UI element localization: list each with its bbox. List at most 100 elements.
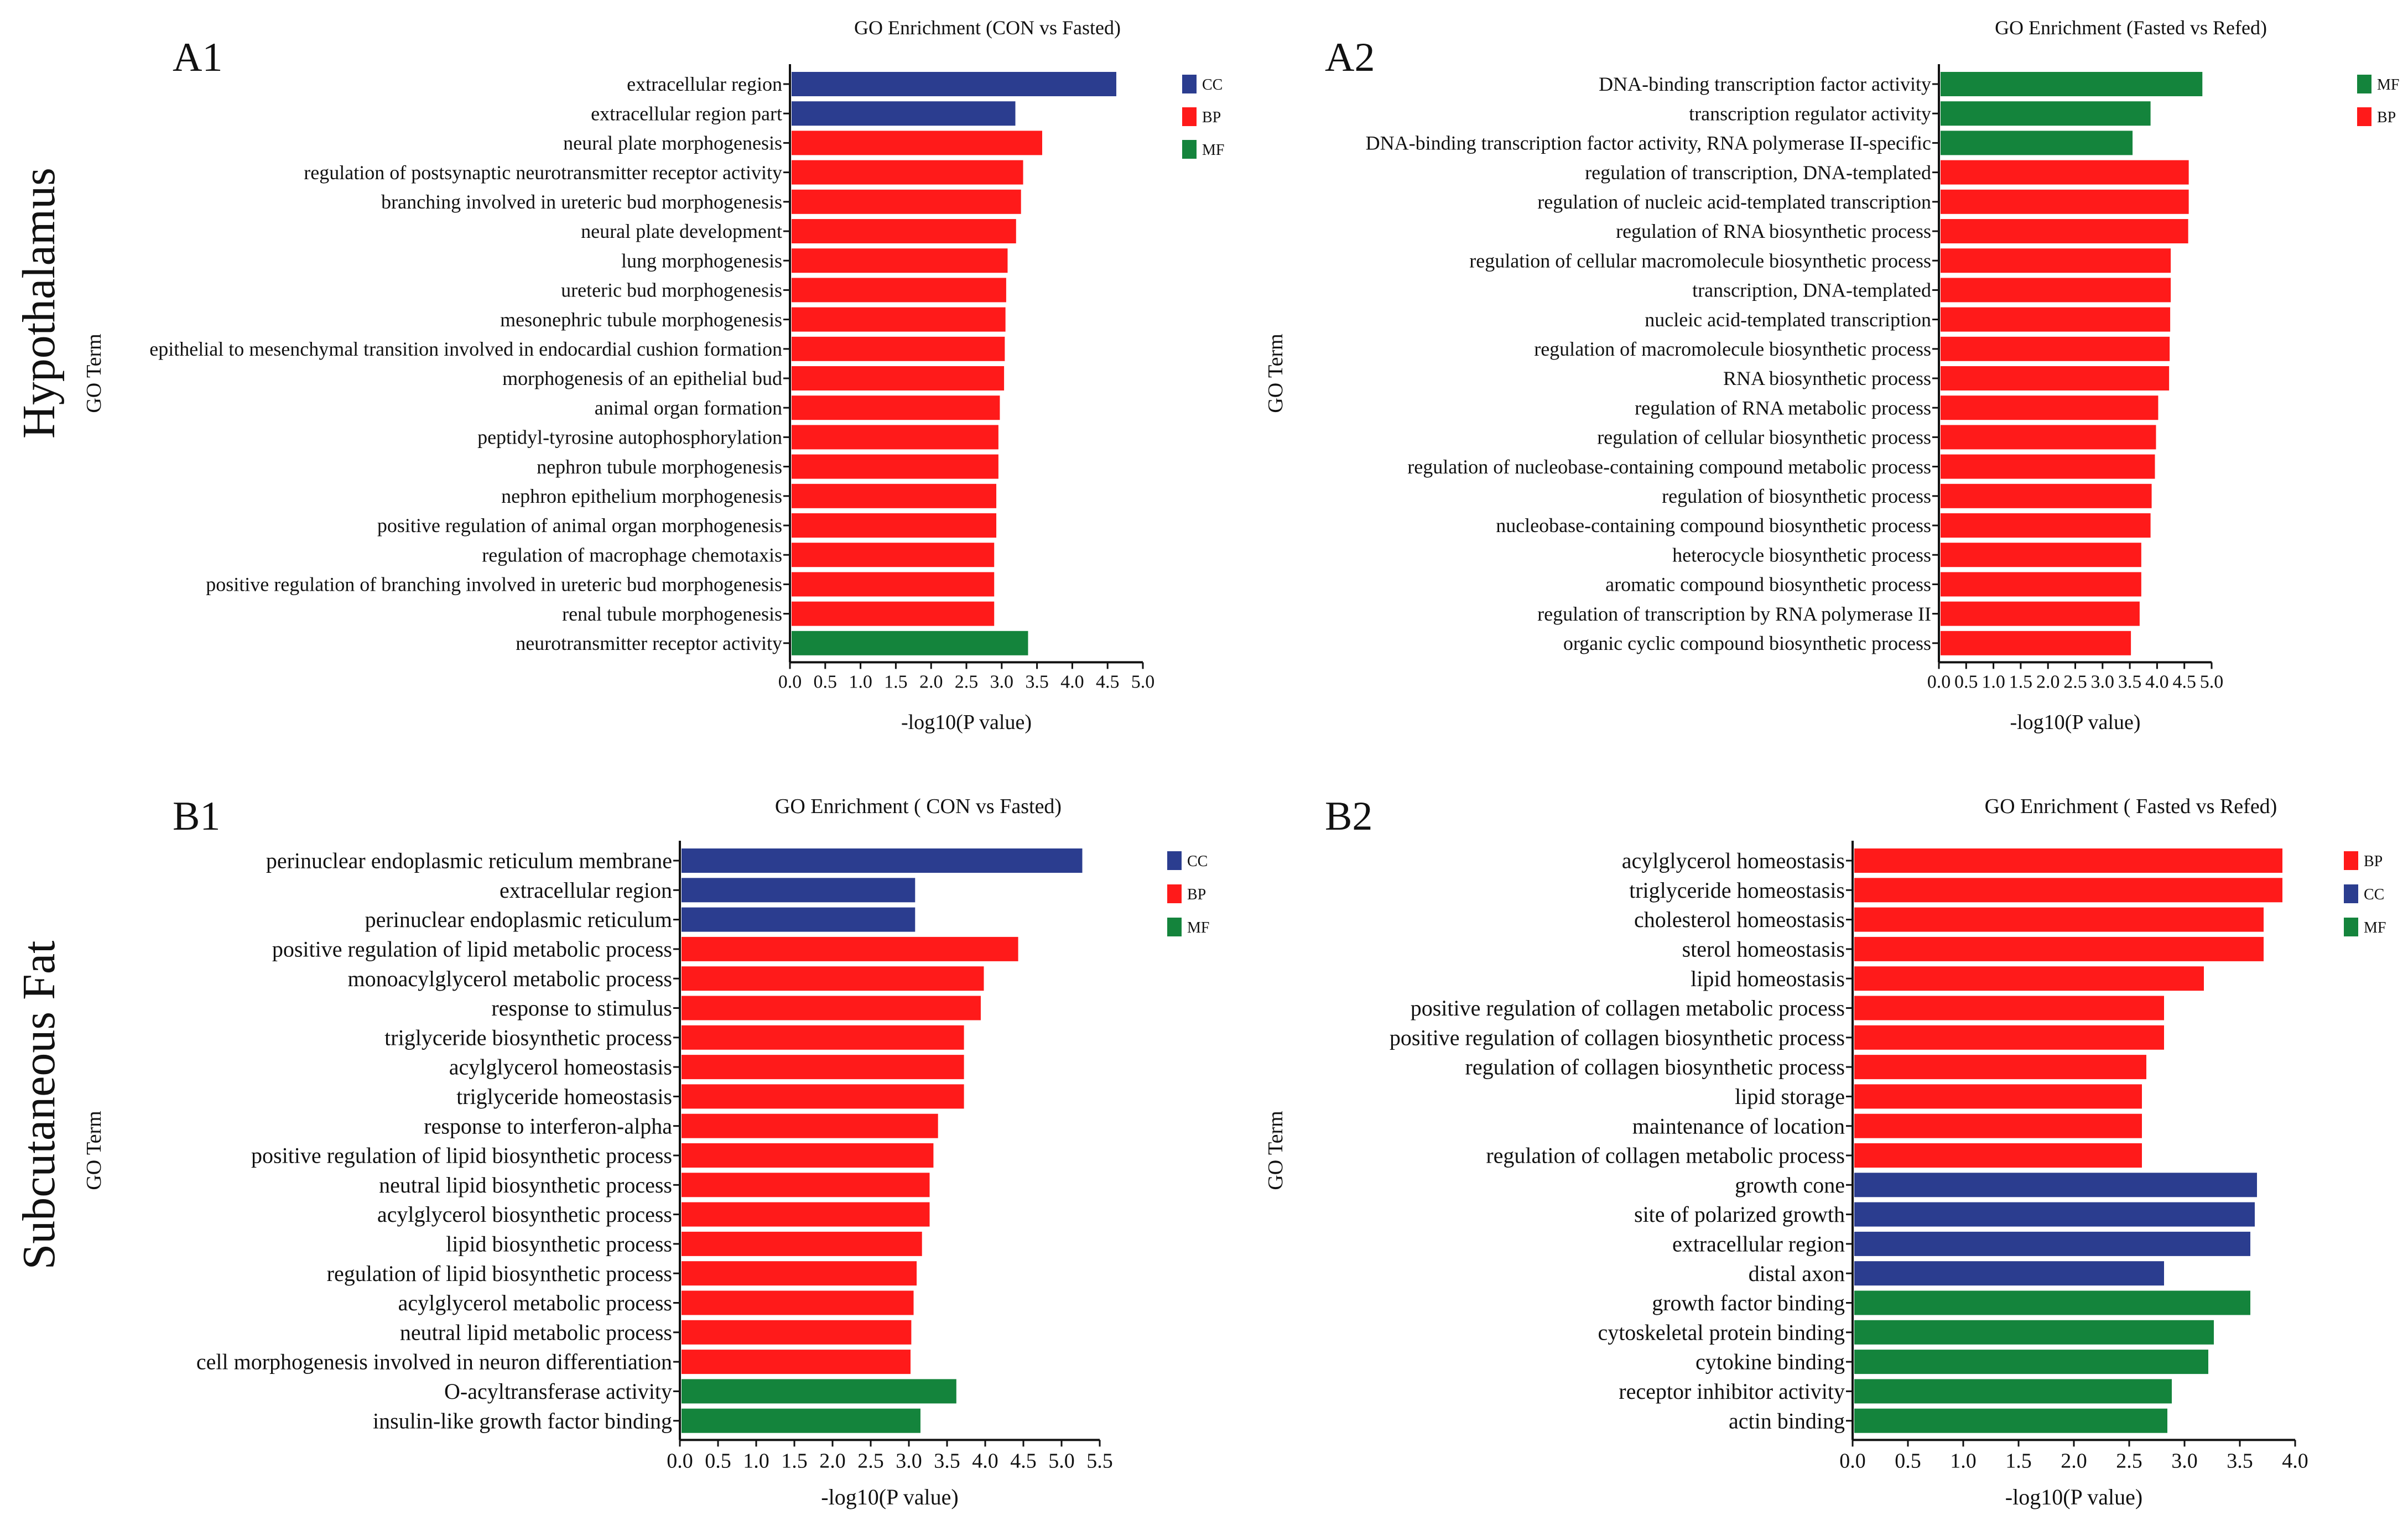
legend-label-mf: MF <box>1202 142 1224 159</box>
bar <box>1941 307 2171 332</box>
category-label: positive regulation of lipid biosyntheti… <box>251 1143 672 1168</box>
legend-swatch-mf <box>1182 140 1197 159</box>
category-label: growth factor binding <box>1652 1290 1845 1315</box>
category-label: lung morphogenesis <box>621 249 782 272</box>
x-tick-label: 1.5 <box>2005 1449 2032 1472</box>
bar <box>1854 1231 2250 1256</box>
legend-label-cc: CC <box>1202 76 1223 93</box>
bar <box>1941 160 2189 185</box>
bar <box>1941 366 2170 390</box>
bar <box>682 966 984 991</box>
legend-swatch-cc <box>2344 884 2358 903</box>
x-tick-label: 1.0 <box>1981 671 2005 692</box>
category-label: perinuclear endoplasmic reticulum membra… <box>266 848 672 873</box>
category-label: peptidyl-tyrosine autophosphorylation <box>477 426 782 449</box>
chart-title: GO Enrichment ( CON vs Fasted) <box>775 795 1062 818</box>
x-tick-label: 0.0 <box>667 1449 693 1472</box>
category-label: acylglycerol homeostasis <box>1622 848 1845 873</box>
bar <box>792 219 1016 243</box>
x-axis-label: -log10(P value) <box>2005 1485 2142 1509</box>
x-tick-label: 4.5 <box>2172 671 2196 692</box>
bar <box>1941 72 2203 96</box>
bar <box>792 631 1028 655</box>
bar <box>792 307 1006 332</box>
category-label: acylglycerol metabolic process <box>398 1290 672 1315</box>
x-tick-label: 2.0 <box>819 1449 846 1472</box>
x-tick-label: 5.5 <box>1086 1449 1113 1472</box>
category-label: positive regulation of lipid metabolic p… <box>272 937 672 962</box>
category-label: extracellular region <box>500 878 672 903</box>
chart-panel-a2: A2 GO Enrichment (Fasted vs Refed) GO Term… <box>1264 17 2399 734</box>
bar <box>682 1202 930 1227</box>
legend-swatch-mf <box>1167 918 1182 936</box>
bar <box>792 483 997 508</box>
legend-label-bp: BP <box>1202 109 1221 126</box>
chart-title: GO Enrichment (Fasted vs Refed) <box>1995 17 2267 39</box>
panel-label: A1 <box>173 35 222 80</box>
bar <box>682 907 916 932</box>
category-label: epithelial to mesenchymal transition inv… <box>149 338 782 360</box>
category-label: neutral lipid metabolic process <box>400 1320 672 1345</box>
category-label: extracellular region <box>1672 1232 1845 1257</box>
bar <box>682 936 1018 961</box>
bar <box>682 1290 914 1315</box>
bar <box>1854 1408 2167 1433</box>
legend-label-mf: MF <box>1187 919 1209 936</box>
category-label: perinuclear endoplasmic reticulum <box>365 907 672 932</box>
x-axis-label: -log10(P value) <box>2010 711 2140 734</box>
category-label: triglyceride homeostasis <box>1629 878 1845 903</box>
category-label: transcription regulator activity <box>1689 102 1931 124</box>
x-tick-label: 3.0 <box>2171 1449 2198 1472</box>
category-label: lipid storage <box>1735 1084 1845 1109</box>
legend-label-bp: BP <box>2364 853 2383 870</box>
x-tick-label: 2.5 <box>2116 1449 2142 1472</box>
bar <box>1941 248 2171 273</box>
bar <box>1854 1143 2142 1168</box>
category-label: mesonephric tubule morphogenesis <box>500 309 782 331</box>
category-label: regulation of transcription by RNA polym… <box>1537 603 1931 625</box>
panel-label: B2 <box>1325 794 1372 839</box>
category-label: regulation of cellular biosynthetic proc… <box>1597 426 1931 449</box>
bar <box>1854 1173 2257 1197</box>
category-label: lipid homeostasis <box>1691 966 1845 991</box>
category-label: branching involved in ureteric bud morph… <box>381 191 782 213</box>
category-label: actin binding <box>1729 1408 1845 1433</box>
category-label: morphogenesis of an epithelial bud <box>502 367 782 389</box>
chart-panel-a1: A1 GO Enrichment (CON vs Fasted) GO Term ex… <box>82 17 1224 734</box>
bar <box>792 425 998 450</box>
bar <box>1941 395 2159 420</box>
bar <box>682 1143 934 1168</box>
bar <box>1854 1290 2250 1315</box>
x-axis-label: -log10(P value) <box>901 711 1032 734</box>
row-label-hypothalamus: Hypothalamus <box>13 168 65 439</box>
category-label: response to stimulus <box>491 996 672 1020</box>
bar <box>792 160 1023 185</box>
chart-title: GO Enrichment (CON vs Fasted) <box>854 17 1121 39</box>
row-label-subcutaneous-fat: Subcutaneous Fat <box>13 941 65 1270</box>
y-axis-label: GO Term <box>82 1111 106 1190</box>
chart-panel-b1: B1 GO Enrichment ( CON vs Fasted) GO Term p… <box>82 794 1209 1509</box>
bar <box>1941 513 2151 538</box>
category-label: aromatic compound biosynthetic process <box>1605 574 1931 596</box>
x-tick-label: 0.0 <box>1927 671 1951 692</box>
x-tick-label: 4.0 <box>972 1449 998 1472</box>
bar <box>1941 601 2140 626</box>
x-tick-label: 1.5 <box>2009 671 2033 692</box>
bar <box>792 454 998 479</box>
legend-label-mf: MF <box>2364 919 2386 936</box>
bar <box>1854 1320 2214 1345</box>
category-label: site of polarized growth <box>1634 1202 1845 1227</box>
x-tick-label: 2.0 <box>919 671 943 692</box>
bar <box>1854 1025 2164 1050</box>
bar <box>1854 996 2164 1020</box>
x-tick-label: 1.0 <box>743 1449 769 1472</box>
bar <box>1854 848 2282 873</box>
bar <box>682 1350 911 1374</box>
x-tick-label: 0.0 <box>1839 1449 1866 1472</box>
x-tick-label: 2.0 <box>2061 1449 2087 1472</box>
x-tick-label: 2.5 <box>955 671 979 692</box>
category-label: response to interferon-alpha <box>424 1113 672 1138</box>
bar <box>792 336 1005 361</box>
legend-label-bp: BP <box>1187 886 1206 903</box>
legend-swatch-bp <box>2344 851 2358 870</box>
